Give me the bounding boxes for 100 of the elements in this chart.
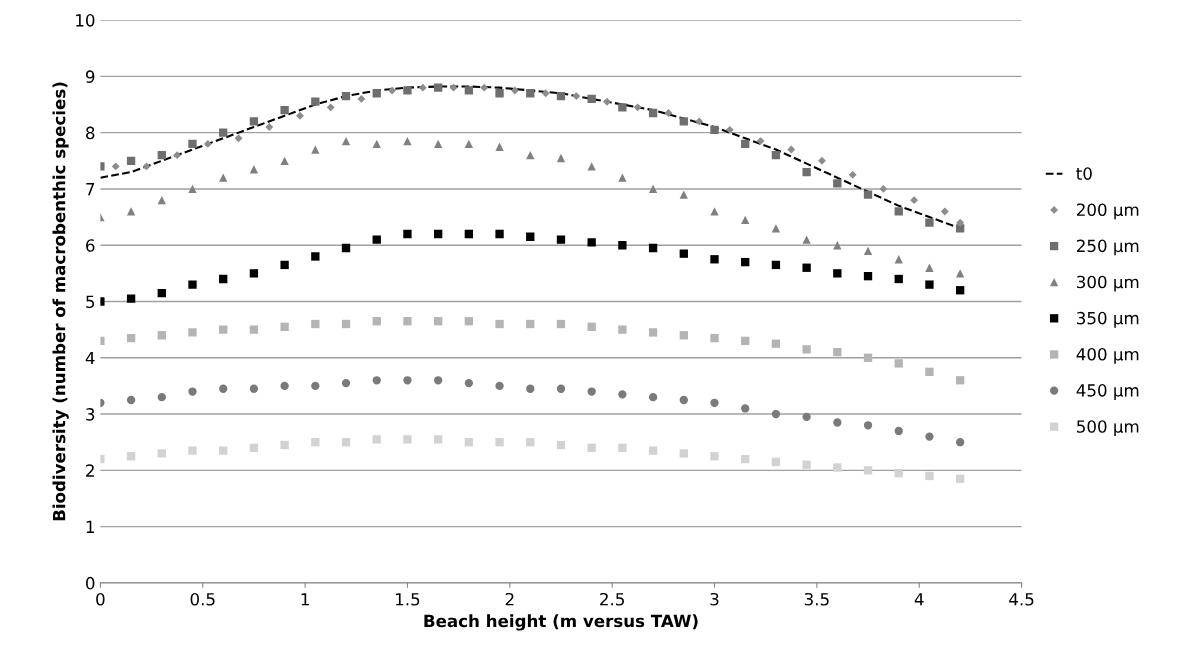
point	[188, 280, 197, 289]
point	[833, 269, 842, 278]
point	[925, 471, 934, 481]
point	[741, 215, 750, 225]
point	[633, 103, 642, 112]
point	[618, 173, 627, 182]
point	[311, 145, 320, 154]
point	[341, 319, 351, 329]
point	[863, 190, 873, 199]
point	[925, 367, 934, 377]
point	[833, 347, 842, 357]
point	[556, 235, 566, 244]
point	[526, 151, 535, 160]
point	[265, 123, 274, 131]
point	[234, 134, 243, 143]
point	[710, 333, 719, 343]
point	[925, 432, 934, 441]
point	[126, 395, 136, 405]
point	[587, 443, 596, 452]
point	[495, 438, 504, 447]
point	[249, 443, 259, 452]
point	[341, 378, 351, 388]
point	[403, 435, 412, 444]
x-tick-label: 1	[301, 593, 309, 606]
point	[771, 339, 781, 348]
point	[618, 325, 627, 334]
point	[157, 151, 166, 160]
point	[618, 443, 627, 452]
point	[526, 232, 535, 241]
y-tick-label: 8	[86, 126, 95, 140]
point	[587, 162, 596, 171]
point	[741, 257, 750, 267]
y-tick-label: 5	[86, 295, 95, 309]
point	[280, 381, 289, 391]
point	[341, 243, 351, 253]
point	[219, 446, 228, 455]
point	[710, 398, 719, 407]
point	[940, 207, 949, 216]
point	[894, 274, 903, 284]
point	[495, 381, 504, 391]
point	[526, 438, 535, 447]
point	[219, 325, 228, 334]
point	[894, 207, 903, 216]
point	[679, 249, 688, 258]
point	[802, 167, 811, 177]
point	[157, 196, 166, 205]
point	[863, 421, 873, 430]
point	[372, 89, 381, 98]
point	[433, 376, 443, 385]
point	[556, 153, 566, 163]
point	[311, 381, 320, 391]
point	[818, 156, 826, 165]
point	[771, 409, 781, 419]
x-tick-label: 2	[505, 592, 514, 606]
point	[311, 319, 320, 329]
point	[648, 243, 658, 253]
point	[526, 384, 535, 393]
point	[403, 86, 412, 95]
legend-label: 300 µm	[1077, 275, 1139, 292]
point	[157, 393, 166, 402]
point	[572, 92, 581, 101]
point	[802, 263, 811, 272]
point	[403, 317, 412, 326]
point	[464, 317, 474, 326]
point	[710, 125, 719, 135]
legend-label: 450 µm	[1076, 384, 1139, 400]
legend-label: 250 µm	[1077, 239, 1139, 256]
point	[219, 173, 228, 182]
point	[741, 404, 750, 413]
point	[372, 317, 381, 326]
point	[157, 288, 166, 298]
point	[848, 170, 857, 179]
point	[710, 207, 719, 216]
point	[955, 376, 965, 385]
point	[894, 359, 903, 368]
x-tick-label: 0.5	[190, 592, 215, 606]
point	[526, 89, 535, 98]
point	[587, 238, 596, 247]
point	[556, 440, 566, 450]
point	[648, 446, 658, 455]
point	[741, 336, 750, 346]
point	[433, 83, 443, 92]
point	[955, 286, 965, 295]
point	[556, 91, 566, 101]
point	[403, 376, 412, 385]
point	[480, 83, 489, 92]
point	[679, 331, 688, 340]
point	[249, 325, 259, 334]
point	[188, 184, 197, 194]
point	[863, 466, 873, 475]
point	[863, 272, 873, 281]
point	[648, 393, 658, 402]
point	[157, 449, 166, 458]
point	[249, 165, 259, 174]
point	[618, 241, 627, 250]
point	[710, 452, 719, 461]
point	[771, 260, 781, 270]
point	[495, 229, 504, 239]
point	[326, 103, 335, 112]
point	[894, 426, 903, 436]
